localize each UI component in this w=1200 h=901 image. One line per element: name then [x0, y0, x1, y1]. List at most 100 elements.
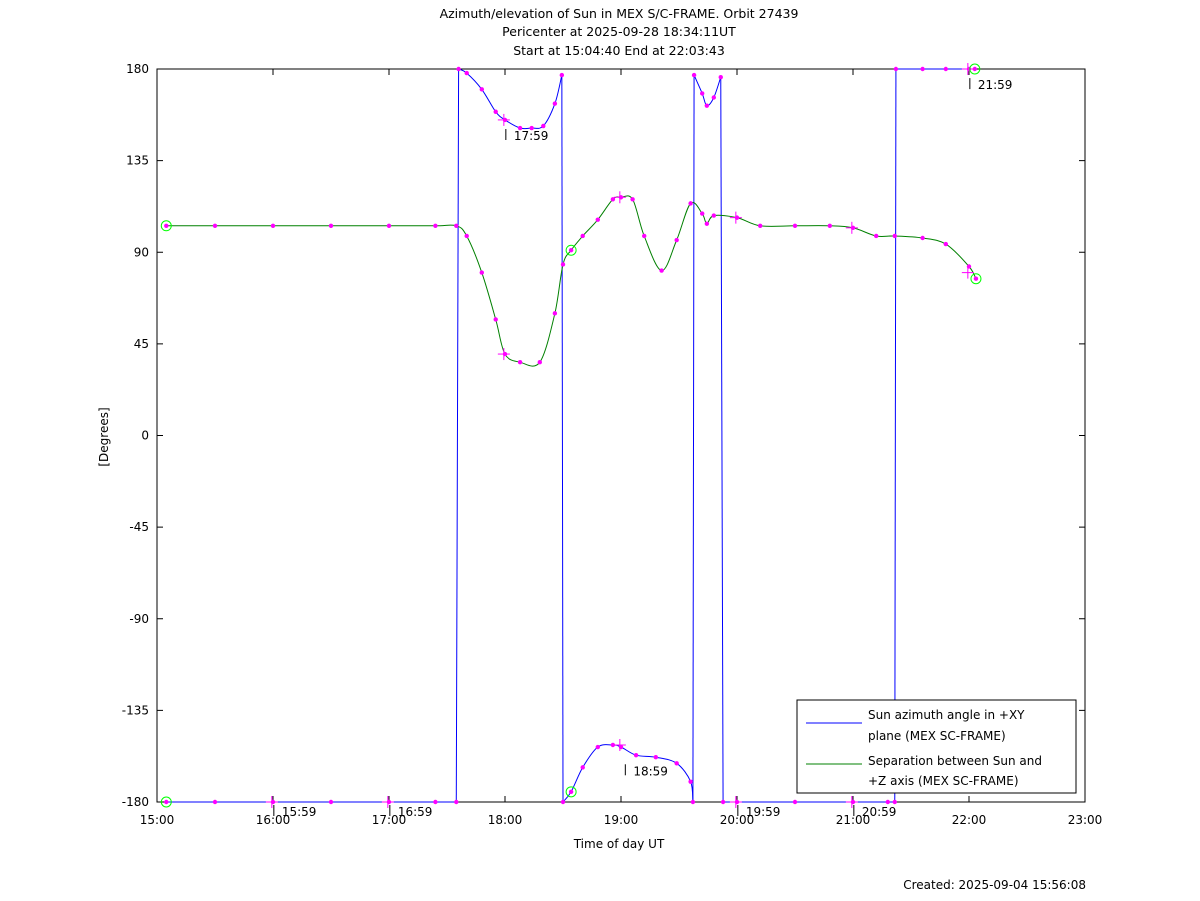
data-point-marker [792, 799, 798, 805]
azimuth-wrap-line [894, 68, 897, 803]
legend-label-separation-2: +Z axis (MEX SC-FRAME) [868, 774, 1019, 788]
data-point-marker [454, 223, 459, 228]
y-tick-label: -45 [129, 520, 149, 534]
data-point-marker [972, 66, 977, 72]
x-tick-label: 16:00 [256, 813, 291, 827]
data-point-marker [920, 235, 925, 241]
azimuth-wrap-line [720, 77, 724, 803]
data-point-marker [493, 109, 498, 114]
start-end-marker [970, 273, 982, 285]
annotation-label: 17:59 [514, 129, 549, 143]
series-layer [166, 68, 977, 803]
data-point-marker [720, 799, 726, 805]
data-point-marker [688, 779, 693, 784]
data-point-marker [711, 95, 716, 100]
data-point-marker [595, 217, 600, 222]
start-end-marker [160, 220, 172, 232]
data-point-marker [328, 223, 334, 228]
data-point-marker [642, 233, 647, 239]
data-point-marker [688, 201, 693, 206]
azimuth-series-segment [458, 68, 563, 130]
x-tick-label: 22:00 [952, 813, 987, 827]
start-end-marker [160, 796, 172, 808]
start-end-marker [565, 786, 577, 798]
data-point-marker [973, 276, 979, 281]
azimuth-wrap-line [455, 68, 460, 803]
y-tick-label: 45 [134, 337, 149, 351]
title-line-3: Start at 15:04:40 End at 22:03:43 [513, 43, 725, 58]
data-point-marker [517, 360, 523, 365]
data-point-marker [610, 742, 616, 748]
data-point-marker [633, 752, 639, 758]
data-point-marker [568, 248, 574, 253]
data-point-marker [874, 233, 879, 239]
y-tick-label: -90 [129, 612, 149, 626]
start-end-marker [565, 244, 577, 256]
data-point-marker [560, 262, 566, 267]
legend-label-azimuth-1: Sun azimuth angle in +XY [868, 708, 1025, 722]
azimuth-wrap-line [692, 75, 695, 803]
y-tick-label: -180 [122, 795, 149, 809]
chart-title: Azimuth/elevation of Sun in MEX S/C-FRAM… [440, 6, 799, 58]
annotation-label: 18:59 [633, 764, 668, 778]
y-tick-label: 0 [141, 429, 149, 443]
data-point-marker [433, 223, 438, 228]
x-tick-label: 19:00 [604, 813, 639, 827]
data-point-marker [892, 799, 897, 805]
y-axis: 180 135 90 45 0 -45 -90 -135 -180 [122, 62, 1085, 809]
data-point-marker [517, 125, 523, 131]
data-point-marker [568, 789, 574, 795]
separation-series-line [166, 195, 977, 367]
data-point-marker [659, 268, 664, 273]
data-point-marker [711, 213, 716, 218]
data-point-marker [433, 799, 438, 805]
x-axis: 15:00 16:00 17:00 18:00 19:00 20:00 21:00 22:00… [140, 69, 1103, 827]
annotation-label: 20:59 [862, 805, 897, 819]
data-point-marker [704, 103, 710, 108]
data-point-marker [827, 223, 832, 228]
azimuth-wrap-line [561, 75, 564, 803]
annotation-label: 15:59 [282, 805, 317, 819]
x-tick-label: 23:00 [1068, 813, 1103, 827]
annotation-label: 19:59 [746, 805, 781, 819]
data-point-marker [700, 91, 705, 96]
data-point-marker [212, 223, 218, 228]
x-axis-label: Time of day UT [573, 837, 665, 851]
x-tick-label: 20:00 [720, 813, 755, 827]
data-point-marker [580, 233, 585, 239]
data-point-marker [630, 197, 635, 202]
title-line-1: Azimuth/elevation of Sun in MEX S/C-FRAM… [440, 6, 799, 21]
annotation-label: 16:59 [398, 805, 433, 819]
data-point-marker [691, 72, 697, 78]
legend: Sun azimuth angle in +XY plane (MEX SC-F… [796, 699, 1077, 794]
data-point-marker [560, 799, 566, 805]
data-point-marker [529, 125, 534, 131]
data-point-marker [164, 799, 169, 805]
annotation-label: 21:59 [978, 78, 1013, 92]
x-tick-label: 15:00 [140, 813, 175, 827]
data-point-marker [893, 66, 899, 72]
azimuth-series-segment [562, 744, 694, 803]
marker-layer [160, 63, 982, 808]
x-tick-label: 21:00 [836, 813, 871, 827]
data-point-marker [464, 233, 469, 239]
data-point-marker [454, 799, 459, 805]
annotation-layer: 17:59 21:59 18:59 15:59 16:59 19:59 20:59 [273, 78, 1013, 819]
y-tick-label: -135 [122, 703, 149, 717]
data-point-marker [559, 72, 565, 78]
data-point-marker [580, 765, 585, 770]
start-end-marker [969, 63, 981, 75]
y-tick-label: 180 [126, 62, 149, 76]
data-point-marker [704, 221, 710, 226]
data-point-marker [464, 70, 469, 76]
created-timestamp: Created: 2025-09-04 15:56:08 [903, 878, 1086, 892]
data-point-marker [920, 66, 925, 72]
data-point-marker [552, 101, 558, 106]
data-point-marker [943, 241, 948, 247]
data-point-marker [552, 311, 558, 316]
data-point-marker [674, 237, 679, 243]
data-point-marker [541, 123, 546, 129]
data-point-marker [653, 755, 658, 760]
data-point-marker [943, 66, 948, 72]
